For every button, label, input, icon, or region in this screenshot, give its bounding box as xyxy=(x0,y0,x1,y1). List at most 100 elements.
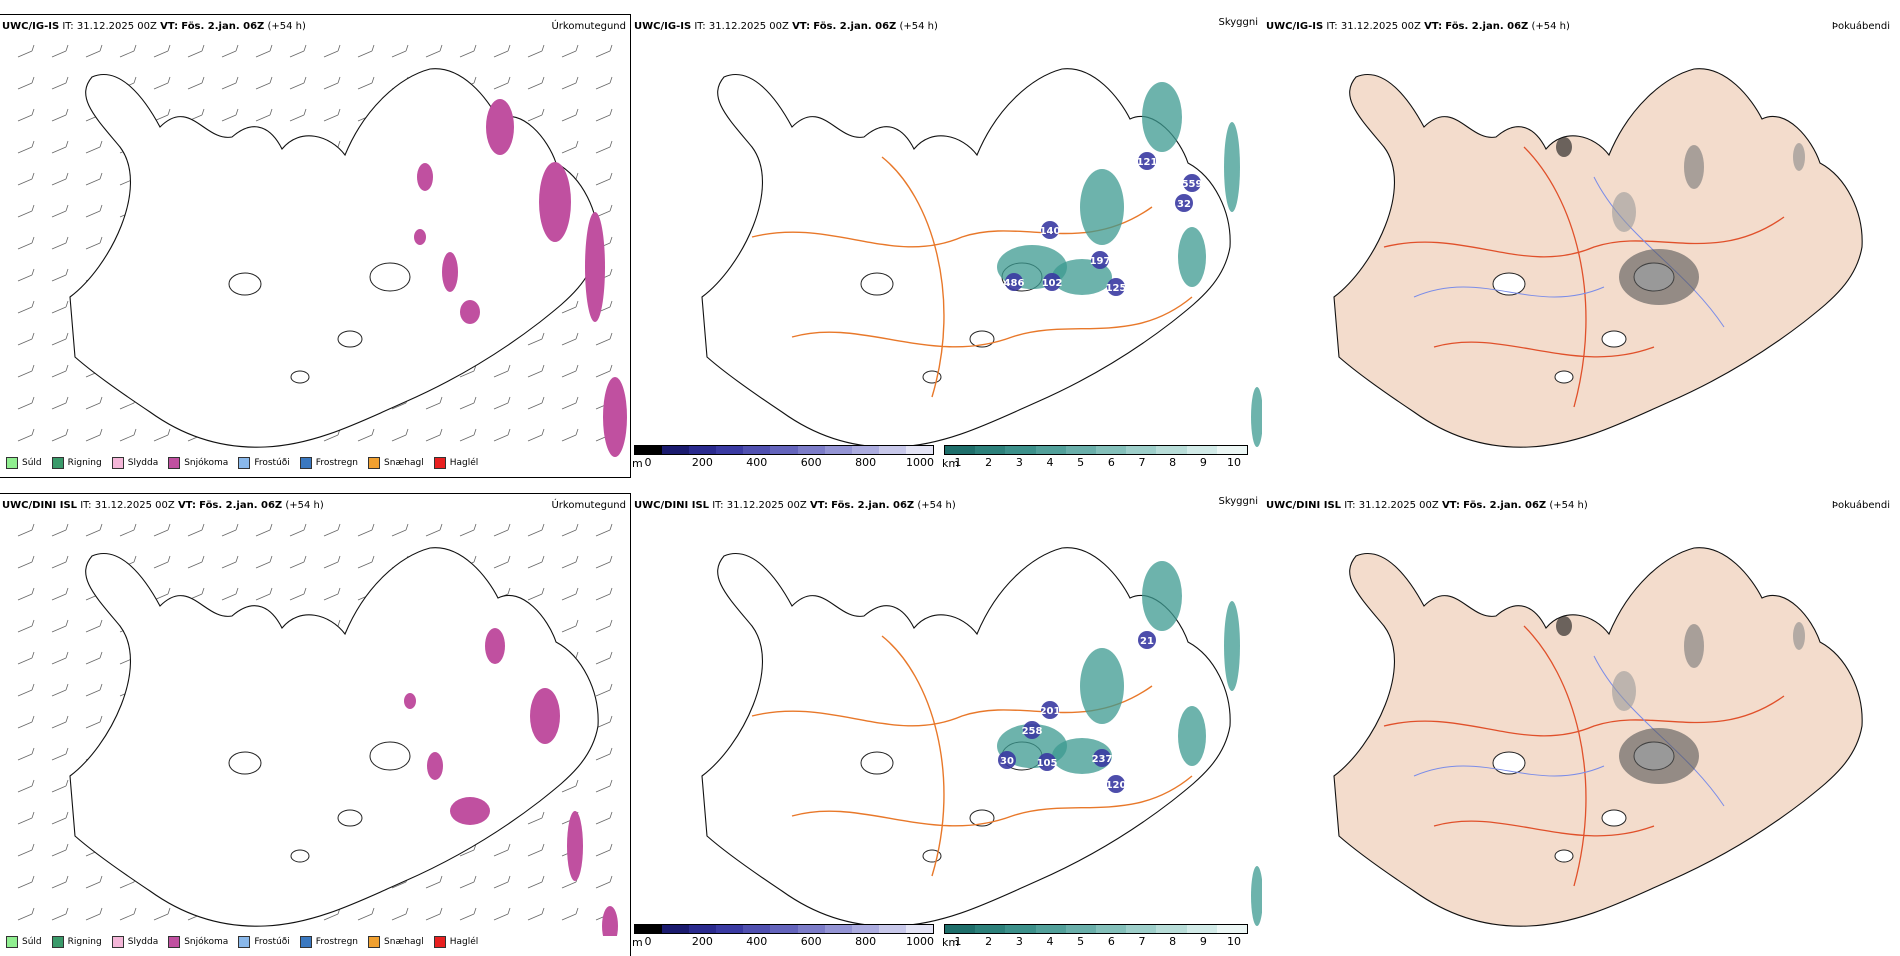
wind-barb xyxy=(391,44,409,58)
glacier-outline xyxy=(1492,272,1526,296)
low-ceiling-area xyxy=(1107,278,1125,296)
wind-barb xyxy=(289,44,307,58)
colorbar-segment xyxy=(851,446,879,454)
wind-barb xyxy=(255,555,273,569)
wind-barb xyxy=(85,715,103,729)
colorbar-tick-label: 3 xyxy=(1015,935,1023,948)
snow-area xyxy=(404,693,416,709)
wind-barb xyxy=(493,428,511,442)
wind-barb xyxy=(17,140,35,154)
precip-type-map xyxy=(17,44,627,457)
legend-swatch xyxy=(238,936,251,948)
wind-barb xyxy=(17,236,35,250)
snow-area xyxy=(539,162,571,242)
colorbar-tick-label: 7 xyxy=(1138,935,1146,948)
legend-item: Snjókoma xyxy=(168,457,228,469)
wind-barb xyxy=(323,523,341,537)
colorbar-segment xyxy=(824,446,852,454)
wind-barb xyxy=(85,140,103,154)
fog-area xyxy=(1793,622,1805,650)
wind-barb xyxy=(561,555,579,569)
wind-barb xyxy=(527,396,545,410)
visibility-map: 21 201 258 30 105 237 120 xyxy=(701,547,1262,927)
ceiling-value: 30 xyxy=(1000,756,1014,767)
legend-item: Snæhagl xyxy=(368,457,424,469)
wind-barb xyxy=(153,428,171,442)
colorbar-tick-label: 9 xyxy=(1199,456,1207,469)
glacier-outline xyxy=(860,751,894,775)
colorbar-segment xyxy=(770,925,798,933)
wind-barb xyxy=(17,651,35,665)
wind-barb xyxy=(357,523,375,537)
wind-barb xyxy=(595,683,613,697)
colorbar-tick-label: 9 xyxy=(1199,935,1207,948)
colorbar-segment xyxy=(878,446,906,454)
colorbar-segment xyxy=(1005,925,1036,933)
colorbar-segment xyxy=(770,446,798,454)
wind-barb xyxy=(459,44,477,58)
legend-swatch xyxy=(168,936,181,948)
fog-area xyxy=(1619,728,1699,784)
wind-barb xyxy=(187,44,205,58)
wind-barb xyxy=(289,108,307,122)
wind-barb xyxy=(595,811,613,825)
wind-barb xyxy=(595,76,613,90)
wind-barb xyxy=(85,875,103,889)
glacier-outline xyxy=(969,809,995,827)
wind-barb xyxy=(425,428,443,442)
wind-barb xyxy=(153,108,171,122)
wind-barb xyxy=(561,587,579,601)
colorbar-segment xyxy=(743,446,771,454)
wind-barb xyxy=(17,204,35,218)
colorbar-segment xyxy=(1065,925,1097,933)
wind-barb xyxy=(51,747,69,761)
colorbar-segment xyxy=(1156,446,1187,454)
colorbar-segment xyxy=(635,925,663,933)
colorbar-tick-label: 600 xyxy=(800,456,822,469)
legend-label: Frostúði xyxy=(254,458,290,468)
legend-item: Rigning xyxy=(51,936,102,948)
low-visibility-area xyxy=(1224,122,1240,212)
wind-barb xyxy=(561,140,579,154)
colorbar-tick-label: 6 xyxy=(1107,456,1115,469)
panel-title: UWC/DINI ISL IT: 31.12.2025 00Z VT: Fös.… xyxy=(2,500,324,511)
wind-barb xyxy=(51,172,69,186)
wind-barb xyxy=(51,140,69,154)
colorbar-segment xyxy=(662,925,690,933)
legend-item: Frostúði xyxy=(238,457,290,469)
legend-swatch xyxy=(168,457,181,469)
wind-barb xyxy=(17,172,35,186)
glacier-outline xyxy=(1601,330,1627,348)
wind-barb xyxy=(595,523,613,537)
fog-area xyxy=(1684,145,1704,189)
wind-barb xyxy=(289,587,307,601)
colorbar-tick-label: 200 xyxy=(691,456,713,469)
colorbar-tick-label: 4 xyxy=(1046,456,1054,469)
wind-barb xyxy=(391,907,409,921)
legend-item: Frostregn xyxy=(299,936,358,948)
colorbar-tick-label: 10 xyxy=(1227,456,1241,469)
wind-barb xyxy=(595,108,613,122)
wind-barb xyxy=(187,76,205,90)
wind-barb xyxy=(153,555,171,569)
colorbar-strip xyxy=(634,445,934,455)
wind-barb xyxy=(323,108,341,122)
colorbar-tick-label: 1 xyxy=(954,456,962,469)
wind-barb xyxy=(255,76,273,90)
wind-barb xyxy=(527,587,545,601)
wind-barb xyxy=(51,364,69,378)
snow-area xyxy=(450,797,490,825)
snow-area xyxy=(427,752,443,780)
legend-swatch xyxy=(111,936,124,948)
snow-area xyxy=(602,906,618,936)
wind-barb xyxy=(459,875,477,889)
iceland-coastline xyxy=(1333,68,1863,448)
wind-barb xyxy=(17,332,35,346)
ceiling-value: 121 xyxy=(1137,157,1158,168)
colorbar-segment xyxy=(689,446,717,454)
wind-barb xyxy=(493,555,511,569)
low-ceiling-area xyxy=(1043,273,1061,291)
wind-barb xyxy=(595,843,613,857)
colorbar-segment xyxy=(851,925,879,933)
colorbar-segment xyxy=(1096,925,1127,933)
